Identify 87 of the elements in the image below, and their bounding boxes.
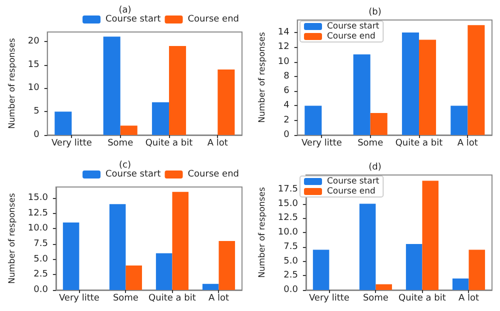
y-tick-label: 0 <box>284 130 290 140</box>
legend-label: Course end <box>188 170 240 180</box>
x-tick-label: Quite a bit <box>398 294 446 304</box>
y-axis-title: Number of responses <box>8 38 18 129</box>
bar <box>152 102 170 135</box>
y-tick-label: 10 <box>28 83 40 94</box>
y-tick-label: 2.5 <box>34 270 48 280</box>
bar <box>422 180 439 290</box>
y-tick-label: 10 <box>278 56 290 67</box>
bar <box>169 46 186 135</box>
y-tick-label: 8 <box>284 71 290 82</box>
x-tick-label: Some <box>108 138 134 148</box>
legend-label: Course end <box>188 14 240 24</box>
y-tick-label: 0.0 <box>34 285 48 295</box>
x-tick-label: Very litte <box>301 138 342 148</box>
y-tick-label: 0.0 <box>284 285 298 295</box>
bar <box>353 54 370 135</box>
y-tick-label: 15 <box>28 60 40 70</box>
bar <box>452 278 469 290</box>
x-tick-label: Some <box>112 294 139 304</box>
x-tick-label: A lot <box>458 294 480 304</box>
y-axis-title: Number of responses <box>258 186 268 278</box>
x-tick-label: Quite a bit <box>145 138 194 148</box>
y-tick-label: 12.5 <box>28 208 48 218</box>
legend-label: Course start <box>327 22 380 32</box>
bar <box>406 244 422 290</box>
bar <box>376 284 392 290</box>
bar <box>468 250 486 290</box>
bar <box>359 204 376 290</box>
y-tick-label: 15.0 <box>28 193 48 204</box>
legend-label: Course end <box>327 32 376 42</box>
y-axis-title: Number of responses <box>258 32 268 123</box>
bar <box>218 69 235 135</box>
y-tick-label: 14 <box>278 27 290 38</box>
bar <box>450 106 468 135</box>
x-tick-label: Very litte <box>58 294 100 304</box>
bar <box>62 222 80 290</box>
bar <box>419 40 436 135</box>
y-tick-label: 5.0 <box>284 256 298 266</box>
bar <box>103 36 120 135</box>
y-tick-label: 0 <box>34 130 40 140</box>
bar <box>120 126 138 135</box>
bar <box>402 32 420 135</box>
y-tick-label: 7.5 <box>34 239 48 250</box>
bar <box>172 192 189 290</box>
bar <box>202 284 219 290</box>
y-tick-label: 5 <box>34 106 40 117</box>
y-tick-label: 17.5 <box>278 184 298 194</box>
bar <box>109 204 126 290</box>
bar <box>156 253 172 290</box>
x-tick-label: Very litte <box>51 138 92 148</box>
y-tick-label: 4 <box>284 100 290 111</box>
legend-label: Course end <box>327 186 376 196</box>
x-tick-label: A lot <box>457 138 478 148</box>
chart-title: (a) <box>118 6 132 16</box>
y-tick-label: 2 <box>284 115 290 126</box>
y-tick-label: 2.5 <box>284 270 298 281</box>
bar <box>304 106 322 135</box>
x-tick-label: A lot <box>207 138 228 148</box>
y-tick-label: 6 <box>284 86 290 96</box>
y-tick-label: 20 <box>28 36 40 46</box>
bar <box>312 250 330 290</box>
chart-title: (b) <box>368 8 382 18</box>
bar <box>126 265 142 290</box>
bar <box>218 240 236 290</box>
legend-label: Course start <box>327 176 380 186</box>
y-axis-title: Number of responses <box>8 192 18 284</box>
y-tick-label: 5.0 <box>34 254 48 264</box>
y-tick-label: 12 <box>278 42 290 52</box>
x-tick-label: Some <box>362 294 389 304</box>
x-tick-label: Very litte <box>308 294 350 304</box>
x-tick-label: Quite a bit <box>148 294 196 304</box>
bar <box>468 25 485 135</box>
bar <box>370 113 388 135</box>
y-tick-label: 10.0 <box>28 224 48 234</box>
bar <box>54 112 72 135</box>
y-tick-label: 10.0 <box>278 228 298 238</box>
chart-title: (c) <box>119 160 131 170</box>
y-tick-label: 15.0 <box>278 198 298 209</box>
x-tick-label: Some <box>358 138 384 148</box>
y-tick-label: 7.5 <box>284 242 298 252</box>
y-tick-label: 12.5 <box>278 213 298 224</box>
x-tick-label: A lot <box>208 294 230 304</box>
legend-label: Course start <box>106 14 162 24</box>
chart-title: (d) <box>368 162 382 172</box>
x-tick-label: Quite a bit <box>395 138 444 148</box>
legend-label: Course start <box>106 170 162 180</box>
